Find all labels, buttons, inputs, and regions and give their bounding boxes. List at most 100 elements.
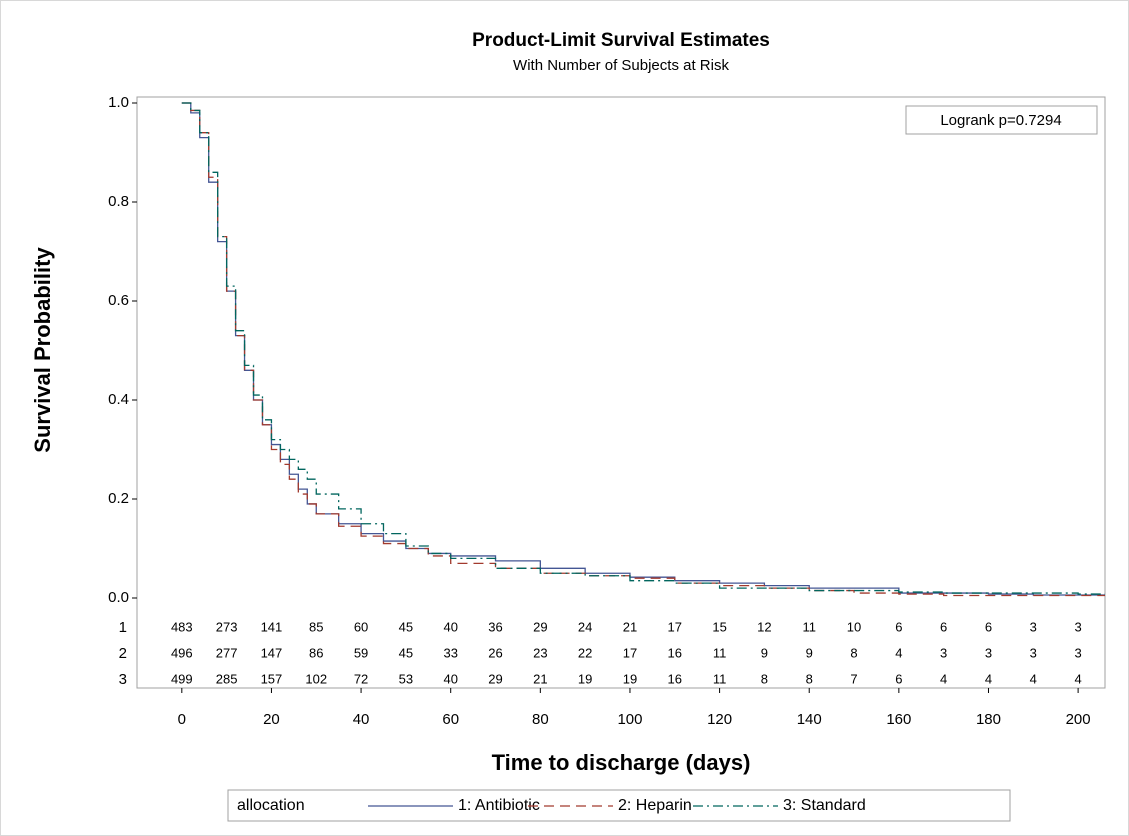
at-risk-count: 29	[488, 671, 502, 686]
survival-curve	[181, 102, 1105, 595]
at-risk-count: 23	[533, 645, 547, 660]
at-risk-count: 4	[1030, 671, 1037, 686]
at-risk-row-label: 1	[119, 619, 127, 636]
at-risk-count: 273	[216, 619, 238, 634]
at-risk-count: 6	[895, 671, 902, 686]
survival-curve	[181, 102, 1105, 597]
chart-title: Product-Limit Survival Estimates	[472, 30, 770, 51]
at-risk-count: 483	[171, 619, 193, 634]
x-tick-label: 160	[886, 711, 911, 728]
y-tick-label: 0.6	[108, 292, 129, 309]
at-risk-count: 19	[623, 671, 637, 686]
at-risk-count: 12	[757, 619, 771, 634]
at-risk-count: 7	[850, 671, 857, 686]
at-risk-count: 4	[940, 671, 947, 686]
x-tick-label: 80	[532, 711, 549, 728]
x-tick-label: 40	[353, 711, 370, 728]
at-risk-count: 85	[309, 619, 323, 634]
at-risk-count: 496	[171, 645, 193, 660]
at-risk-count: 3	[985, 645, 992, 660]
at-risk-count: 17	[668, 619, 682, 634]
at-risk-count: 11	[713, 671, 727, 686]
at-risk-count: 9	[761, 645, 768, 660]
y-tick-label: 0.2	[108, 490, 129, 507]
legend-box	[227, 789, 1011, 822]
at-risk-count: 4	[895, 645, 902, 660]
x-tick-label: 60	[442, 711, 459, 728]
y-tick-label: 1.0	[108, 94, 129, 111]
plot-frame	[136, 96, 1106, 689]
y-tick-label: 0.0	[108, 589, 129, 606]
at-risk-count: 21	[533, 671, 547, 686]
at-risk-count: 40	[443, 671, 457, 686]
logrank-annotation: Logrank p=0.7294	[940, 112, 1061, 129]
at-risk-count: 285	[216, 671, 238, 686]
at-risk-count: 3	[1074, 619, 1081, 634]
at-risk-count: 3	[1074, 645, 1081, 660]
at-risk-count: 6	[985, 619, 992, 634]
x-tick-label: 180	[976, 711, 1001, 728]
legend-title: allocation	[237, 797, 305, 814]
legend-label: 1: Antibiotic	[458, 797, 540, 814]
at-risk-count: 3	[1030, 645, 1037, 660]
at-risk-row-label: 3	[119, 671, 127, 688]
x-tick-label: 140	[797, 711, 822, 728]
at-risk-count: 36	[488, 619, 502, 634]
at-risk-count: 16	[668, 645, 682, 660]
x-tick-label: 0	[178, 711, 186, 728]
at-risk-count: 86	[309, 645, 323, 660]
at-risk-count: 45	[399, 645, 413, 660]
at-risk-count: 6	[940, 619, 947, 634]
at-risk-count: 33	[443, 645, 457, 660]
at-risk-count: 59	[354, 645, 368, 660]
at-risk-count: 10	[847, 619, 861, 634]
at-risk-count: 6	[895, 619, 902, 634]
at-risk-count: 16	[668, 671, 682, 686]
at-risk-count: 22	[578, 645, 592, 660]
at-risk-count: 8	[850, 645, 857, 660]
at-risk-count: 9	[806, 645, 813, 660]
at-risk-count: 141	[261, 619, 283, 634]
legend-label: 2: Heparin	[618, 797, 692, 814]
at-risk-count: 53	[399, 671, 413, 686]
at-risk-count: 8	[806, 671, 813, 686]
at-risk-count: 102	[305, 671, 327, 686]
at-risk-count: 4	[1074, 671, 1081, 686]
annotation-box	[905, 105, 1098, 135]
legend-label: 3: Standard	[783, 797, 866, 814]
at-risk-count: 26	[488, 645, 502, 660]
at-risk-count: 3	[940, 645, 947, 660]
at-risk-count: 3	[1030, 619, 1037, 634]
at-risk-count: 45	[399, 619, 413, 634]
at-risk-count: 15	[712, 619, 726, 634]
at-risk-count: 24	[578, 619, 592, 634]
at-risk-count: 11	[713, 645, 727, 660]
at-risk-count: 499	[171, 671, 193, 686]
at-risk-count: 157	[261, 671, 283, 686]
at-risk-count: 11	[802, 619, 816, 634]
y-tick-label: 0.8	[108, 193, 129, 210]
at-risk-count: 60	[354, 619, 368, 634]
at-risk-row-label: 2	[119, 645, 127, 662]
x-tick-label: 200	[1066, 711, 1091, 728]
x-axis-label: Time to discharge (days)	[492, 750, 751, 775]
at-risk-count: 147	[261, 645, 283, 660]
y-axis-label: Survival Probability	[30, 247, 55, 453]
x-tick-label: 100	[617, 711, 642, 728]
at-risk-count: 277	[216, 645, 238, 660]
at-risk-count: 21	[623, 619, 637, 634]
chart-subtitle: With Number of Subjects at Risk	[513, 57, 729, 74]
y-tick-label: 0.4	[108, 391, 129, 408]
at-risk-count: 29	[533, 619, 547, 634]
at-risk-count: 17	[623, 645, 637, 660]
at-risk-count: 8	[761, 671, 768, 686]
at-risk-count: 4	[985, 671, 992, 686]
at-risk-count: 40	[443, 619, 457, 634]
at-risk-count: 72	[354, 671, 368, 686]
x-tick-label: 20	[263, 711, 280, 728]
x-tick-label: 120	[707, 711, 732, 728]
at-risk-count: 19	[578, 671, 592, 686]
